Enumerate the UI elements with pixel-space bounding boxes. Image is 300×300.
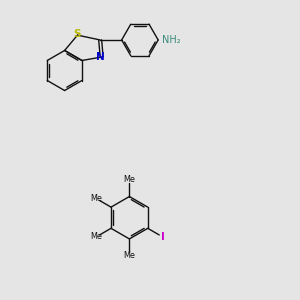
Text: Me: Me <box>124 175 135 184</box>
Text: NH₂: NH₂ <box>162 35 181 45</box>
Text: Me: Me <box>124 251 135 260</box>
Text: I: I <box>161 232 165 242</box>
Text: N: N <box>96 52 105 62</box>
Text: S: S <box>74 29 81 39</box>
Text: Me: Me <box>90 232 102 242</box>
Text: Me: Me <box>90 194 102 203</box>
